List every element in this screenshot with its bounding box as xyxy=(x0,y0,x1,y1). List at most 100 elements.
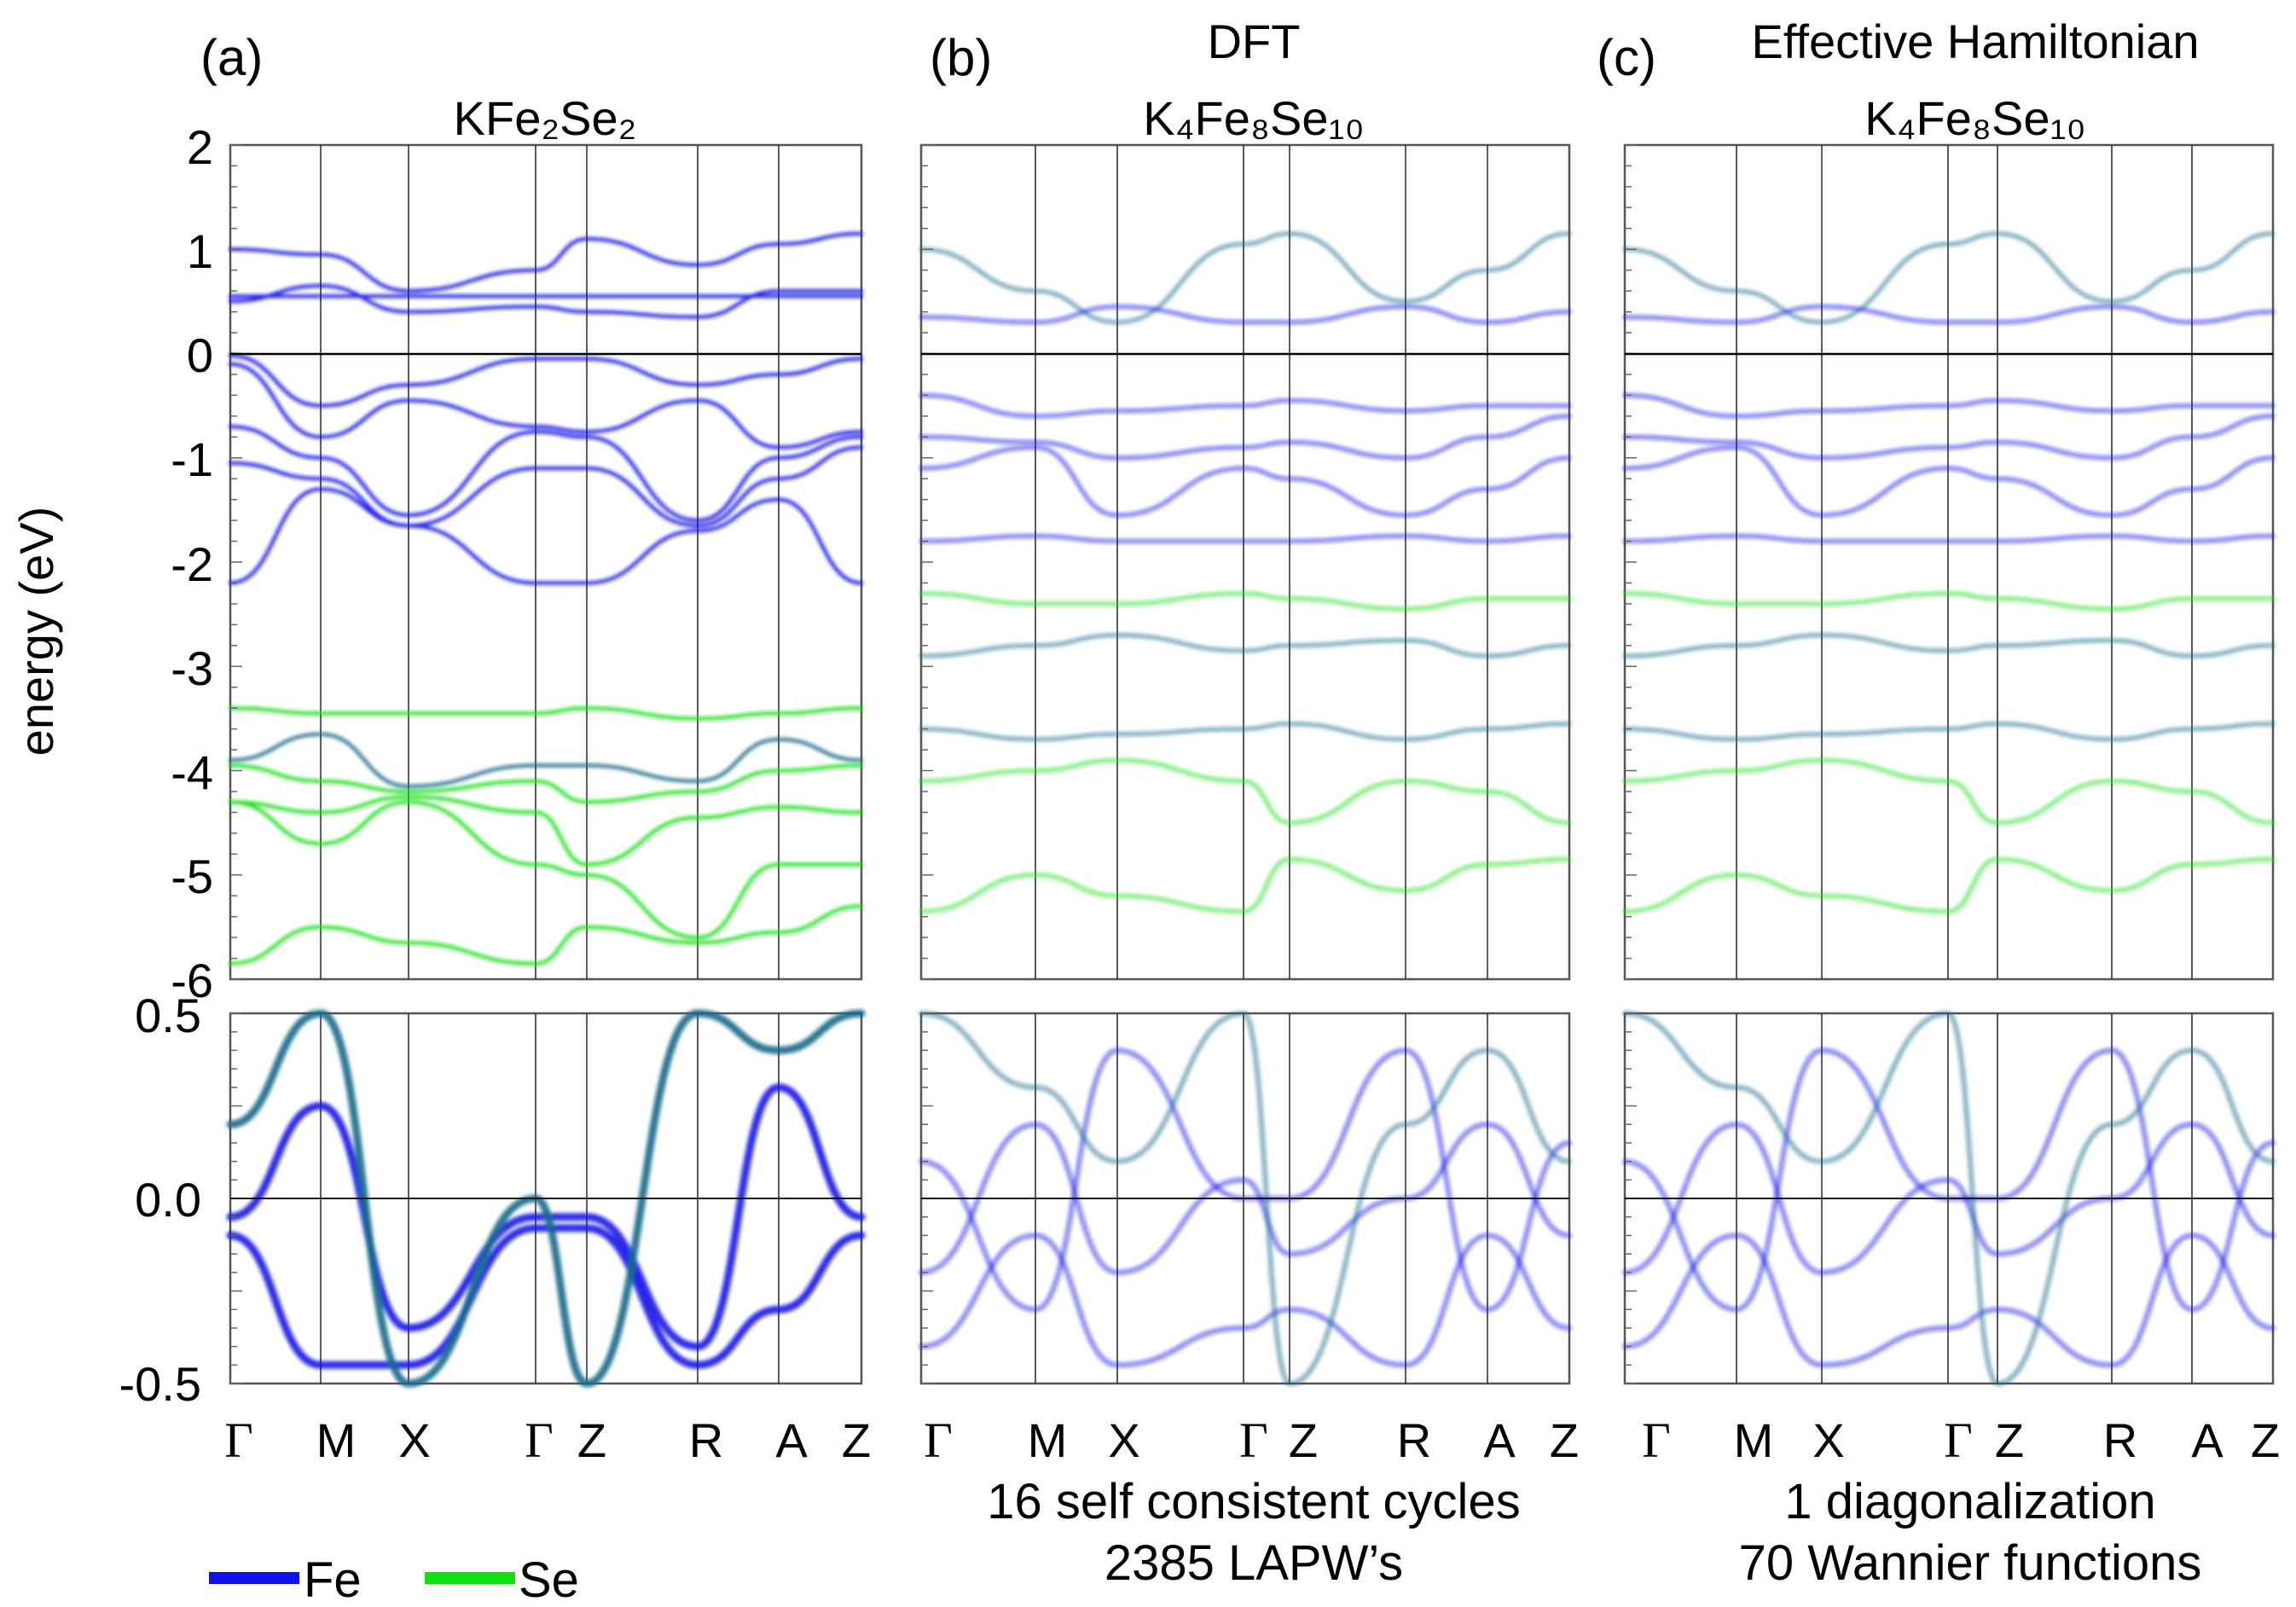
panel-c-k-gamma: Γ xyxy=(1642,1413,1671,1468)
panel-c-k-a: A xyxy=(2191,1413,2224,1467)
panel-a-main-band-11 xyxy=(229,763,863,804)
panel-a-label: (a) xyxy=(200,29,263,86)
panel-c-zoom-band-3 xyxy=(1622,1233,2276,1368)
panel-a-main-ticks xyxy=(230,144,242,980)
panel-a-main-band-12 xyxy=(229,795,863,867)
panel-c-main-band-6 xyxy=(1622,533,2276,544)
panel-a-main-band-6 xyxy=(229,425,863,523)
panel-b-k-a: A xyxy=(1483,1413,1516,1467)
panel-a-zoom-band-1 xyxy=(226,1083,866,1351)
panel-a-ytick-minus5: -5 xyxy=(171,850,213,903)
panel-b-title-formula: K₄Fe₈Se₁₀ xyxy=(1143,91,1364,145)
panel-a-zoom-bands xyxy=(226,1009,866,1388)
panel-a-ytick-2: 2 xyxy=(187,120,213,174)
panel-a-ytick-1: 1 xyxy=(187,224,213,278)
panel-b-main-band-11 xyxy=(919,856,1572,914)
panel-b-main-band-5 xyxy=(919,444,1572,518)
panel-c-main-band-1 xyxy=(1622,231,2276,325)
panel-a-zoom-band-2 xyxy=(226,1224,866,1369)
panel-c-zoom-ticks xyxy=(1625,1012,1637,1384)
panel-c-main-kpoint-lines xyxy=(1736,145,2193,979)
panel-c-title-formula: K₄Fe₈Se₁₀ xyxy=(1864,91,2085,145)
panel-b-k-z: Z xyxy=(1289,1413,1318,1467)
panel-c-k-gamma2: Γ xyxy=(1944,1413,1973,1468)
panel-b-main-band-7 xyxy=(919,591,1572,612)
panel-c-main-band-7 xyxy=(1622,591,2276,612)
panel-a-zoom-ytick-bottom: -0.5 xyxy=(119,1357,202,1411)
panel-b-main-band-4 xyxy=(919,414,1572,461)
panel-b-main-band-3 xyxy=(919,392,1572,419)
panel-a-main-kpoint-lines xyxy=(320,145,780,979)
panel-a-ytick-minus6: -6 xyxy=(171,954,213,1007)
panel-a-k-gamma2: Γ xyxy=(525,1413,554,1468)
panel-a-k-x: X xyxy=(398,1413,430,1467)
panel-a-main-band-13 xyxy=(229,800,863,940)
panel-b-k-gamma2: Γ xyxy=(1239,1413,1268,1468)
panel-a-ytick-0: 0 xyxy=(187,328,213,382)
panel-a-k-a: A xyxy=(775,1413,808,1467)
panel-b-zoom-band-2 xyxy=(919,1122,1572,1275)
panel-a-main-band-10 xyxy=(229,706,863,721)
panel-a-main-band-5 xyxy=(229,362,863,450)
panel-c-k-m: M xyxy=(1734,1413,1774,1467)
panel-b-k-gamma: Γ xyxy=(924,1413,953,1468)
panel-b: (b) DFT K₄Fe₈Se₁₀ Γ M X Γ Z R A Z 16 sel… xyxy=(919,15,1579,1591)
legend-fe-label: Fe xyxy=(304,1552,362,1607)
panel-c-label: (c) xyxy=(1597,29,1656,86)
panel-a-main-band-9 xyxy=(229,732,863,788)
panel-b-main-ticks xyxy=(921,144,933,980)
panel-a-zoom-band-3 xyxy=(226,1009,866,1388)
panel-b-kpath-labels: Γ M X Γ Z R A Z xyxy=(924,1413,1579,1468)
panel-c-main-band-10 xyxy=(1622,757,2276,826)
panel-b-main-bands xyxy=(919,231,1572,914)
panel-c-k-z: Z xyxy=(1995,1413,2024,1467)
panel-a-zoom-ytick-mid: 0.0 xyxy=(135,1173,201,1227)
panel-b-main-band-1 xyxy=(919,231,1572,325)
panel-a-main-band-4 xyxy=(229,353,863,408)
panel-c-zoom-band-2 xyxy=(1622,1122,2276,1275)
panel-a-ytick-minus1: -1 xyxy=(171,432,213,486)
panel-a-k-r: R xyxy=(689,1413,723,1467)
panel-c-main-band-9 xyxy=(1622,721,2276,742)
panel-a-k-z: Z xyxy=(577,1413,606,1467)
panel-a: (a) KFe₂Se₂ 2 1 0 -1 -2 -3 -4 -5 -6 0.5 … xyxy=(119,29,872,1468)
panel-b-main-band-10 xyxy=(919,757,1572,826)
panel-a-main-band-1 xyxy=(229,231,863,293)
panel-c-main-band-5 xyxy=(1622,444,2276,518)
panel-b-zoom-band-3 xyxy=(919,1233,1572,1368)
panel-c-main-band-3 xyxy=(1622,392,2276,419)
legend-se-label: Se xyxy=(519,1552,579,1607)
panel-c-title-line1: Effective Hamiltonian xyxy=(1752,15,2200,68)
panel-b-label: (b) xyxy=(930,29,992,86)
panel-c-footer-line2: 70 Wannier functions xyxy=(1739,1535,2202,1591)
panel-b-main-band-8 xyxy=(919,633,1572,658)
panel-b-title-line1: DFT xyxy=(1208,15,1301,68)
panel-c-main-band-2 xyxy=(1622,304,2276,325)
panel-b-footer-line1: 16 self consistent cycles xyxy=(987,1474,1520,1529)
panel-c-main-band-8 xyxy=(1622,633,2276,658)
panel-c-main-ticks xyxy=(1625,144,1637,980)
panel-a-main-frame xyxy=(229,143,863,981)
panel-c-k-x: X xyxy=(1812,1413,1844,1467)
panel-c-k-r: R xyxy=(2103,1413,2137,1467)
panel-a-ytick-minus2: -2 xyxy=(171,537,213,591)
panel-a-title: KFe₂Se₂ xyxy=(454,91,637,145)
panel-c-main-bands xyxy=(1622,231,2276,914)
panel-b-k-x: X xyxy=(1108,1413,1139,1467)
panel-a-ytick-minus3: -3 xyxy=(171,641,213,695)
panel-a-k-z2: Z xyxy=(842,1413,871,1467)
panel-a-main-band-14 xyxy=(229,904,863,966)
panel-a-ytick-minus4: -4 xyxy=(171,745,213,799)
panel-b-k-z2: Z xyxy=(1550,1413,1579,1467)
panel-c-footer-line1: 1 diagonalization xyxy=(1784,1474,2155,1529)
panel-a-k-gamma: Γ xyxy=(224,1413,253,1468)
panel-a-k-m: M xyxy=(316,1413,357,1467)
panel-c-zoom-band-4 xyxy=(1622,1010,2276,1387)
panel-b-zoom-band-4 xyxy=(919,1010,1572,1387)
panel-b-main-band-9 xyxy=(919,721,1572,742)
panel-c-main-band-4 xyxy=(1622,414,2276,461)
panel-b-zoom-ticks xyxy=(921,1012,933,1384)
panel-a-main-band-8 xyxy=(229,487,863,585)
panel-c: (c) Effective Hamiltonian K₄Fe₈Se₁₀ Γ M … xyxy=(1597,15,2280,1591)
